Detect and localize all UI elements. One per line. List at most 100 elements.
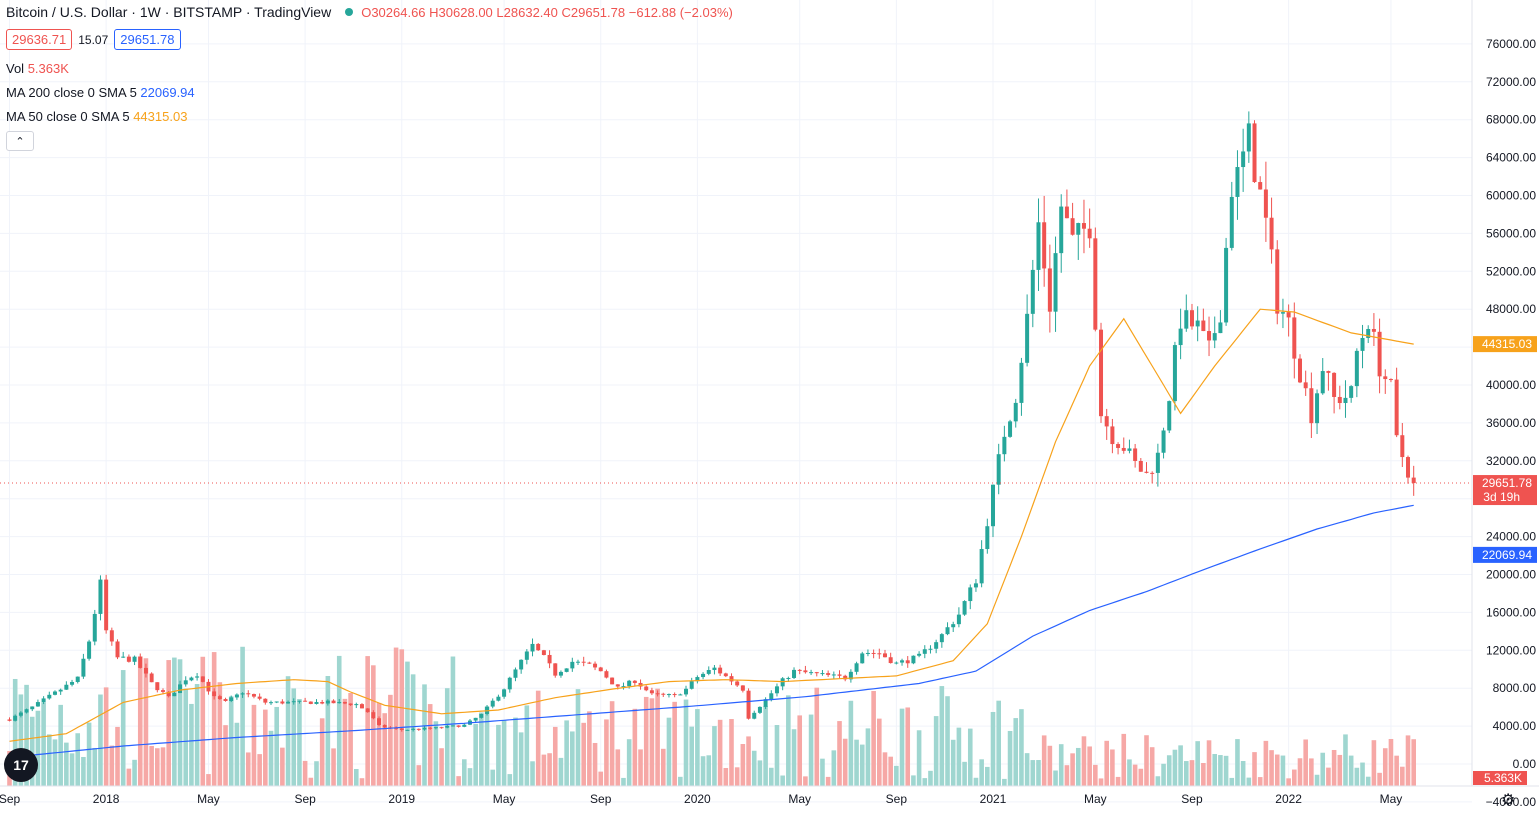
ma50-value: 44315.03 xyxy=(133,109,188,124)
candle-body xyxy=(257,696,262,699)
candle-body xyxy=(64,684,69,690)
price-tick-label: 36000.00 xyxy=(1486,416,1536,430)
volume-bar xyxy=(558,757,564,786)
volume-bar xyxy=(1286,778,1291,786)
volume-bar xyxy=(206,774,211,786)
candle-body xyxy=(479,713,484,718)
volume-bar xyxy=(746,736,751,786)
volume-bar xyxy=(615,749,621,786)
candle-body xyxy=(695,677,700,682)
volume-bar xyxy=(939,686,945,786)
gear-icon[interactable]: ⚙ xyxy=(1501,792,1516,809)
volume-bar xyxy=(1058,744,1064,786)
candle-body xyxy=(246,693,251,695)
volume-bar xyxy=(1195,741,1200,786)
candle-body xyxy=(826,673,831,675)
volume-bar xyxy=(371,665,376,786)
volume-bar xyxy=(439,748,444,786)
candle-body xyxy=(1087,228,1092,239)
candle-body xyxy=(780,678,785,687)
candle-body xyxy=(649,690,654,694)
candle-body xyxy=(865,652,870,654)
volume-bar xyxy=(274,706,279,786)
volume-bar xyxy=(1331,749,1337,786)
candle-body xyxy=(1116,444,1121,448)
buy-price-button[interactable]: 29651.78 xyxy=(114,29,181,50)
candle-body xyxy=(979,549,984,584)
candle-body xyxy=(342,702,347,704)
candle-body xyxy=(524,651,529,660)
price-axis[interactable]: 76000.00 72000.00 68000.00 64000.00 60000.00… xyxy=(1471,0,1537,809)
volume-bar xyxy=(626,739,632,786)
vol-indicator-legend[interactable]: Vol 5.363K xyxy=(6,61,69,76)
volume-bar xyxy=(166,660,171,786)
candle-body xyxy=(115,641,120,658)
candle-body xyxy=(1207,331,1212,341)
candle-body xyxy=(1377,331,1382,377)
candle-body xyxy=(763,699,768,707)
volume-bar xyxy=(1013,718,1019,786)
volume-bar xyxy=(774,725,780,786)
volume-bar xyxy=(723,767,729,786)
volume-bar xyxy=(103,687,109,786)
symbol-title[interactable]: Bitcoin / U.S. Dollar · 1W · BITSTAMP · … xyxy=(6,4,332,20)
collapse-legend-button[interactable]: ⌃ xyxy=(6,131,34,151)
ma200-price-label-bg xyxy=(1473,546,1537,563)
volume-bar xyxy=(1189,760,1195,786)
candle-body xyxy=(178,684,183,694)
last-price-label: 29651.78 xyxy=(1482,476,1532,490)
volume-bar xyxy=(1144,735,1149,786)
candle-body xyxy=(92,613,97,642)
candle-body xyxy=(894,662,899,664)
chevron-up-icon: ⌃ xyxy=(15,135,25,148)
price-tick-label: 16000.00 xyxy=(1486,605,1536,619)
candle-body xyxy=(1286,312,1291,318)
candle-body xyxy=(1019,362,1024,403)
candle-body xyxy=(752,712,757,719)
candle-body xyxy=(399,728,404,731)
time-tick-label: May xyxy=(493,792,516,806)
time-tick-label: May xyxy=(1380,792,1403,806)
volume-bar xyxy=(115,726,120,786)
volume-bar xyxy=(194,684,200,786)
tradingview-logo[interactable]: 17 xyxy=(4,748,38,782)
candle-body xyxy=(962,601,967,615)
candle-body xyxy=(377,718,382,726)
candle-body xyxy=(189,677,194,681)
price-tick-label: 40000.00 xyxy=(1486,378,1536,392)
volume-bar xyxy=(638,749,643,786)
volume-bar xyxy=(1240,761,1246,786)
volume-bar xyxy=(916,730,922,786)
sell-price-button[interactable]: 29636.71 xyxy=(6,29,73,50)
volume-bar xyxy=(1343,734,1348,786)
candle-body xyxy=(1280,312,1285,314)
candle-body xyxy=(1332,372,1337,397)
price-tick-label: −4000.00 xyxy=(1486,795,1537,809)
candle-body xyxy=(951,624,956,628)
candle-body xyxy=(473,717,478,721)
candle-body xyxy=(337,702,342,704)
volume-bar xyxy=(263,709,268,786)
volume-bar xyxy=(1093,764,1098,786)
volume-bar xyxy=(240,646,245,786)
candle-body xyxy=(1002,436,1007,455)
volume-bar xyxy=(547,753,552,786)
volume-bar xyxy=(479,712,484,786)
volume-bar xyxy=(587,711,592,786)
candle-body xyxy=(263,698,268,703)
candle-body xyxy=(1008,421,1013,437)
volume-bar xyxy=(956,727,962,786)
volume-bar xyxy=(433,721,439,786)
volume-bar xyxy=(456,776,461,786)
ma200-indicator-legend[interactable]: MA 200 close 0 SMA 5 22069.94 xyxy=(6,85,195,100)
volume-bar xyxy=(729,719,734,786)
volume-bar xyxy=(1064,765,1070,786)
candle-body xyxy=(973,583,978,588)
volume-bar xyxy=(564,720,569,786)
ma50-indicator-legend[interactable]: MA 50 close 0 SMA 5 44315.03 xyxy=(6,109,187,124)
volume-bar xyxy=(1263,740,1269,786)
time-axis[interactable]: Sep 2018 May Sep 2019 May Sep 2020 May Sep 2021 May… xyxy=(0,785,1539,806)
candle-body xyxy=(666,694,671,696)
candle-body xyxy=(1394,379,1399,436)
